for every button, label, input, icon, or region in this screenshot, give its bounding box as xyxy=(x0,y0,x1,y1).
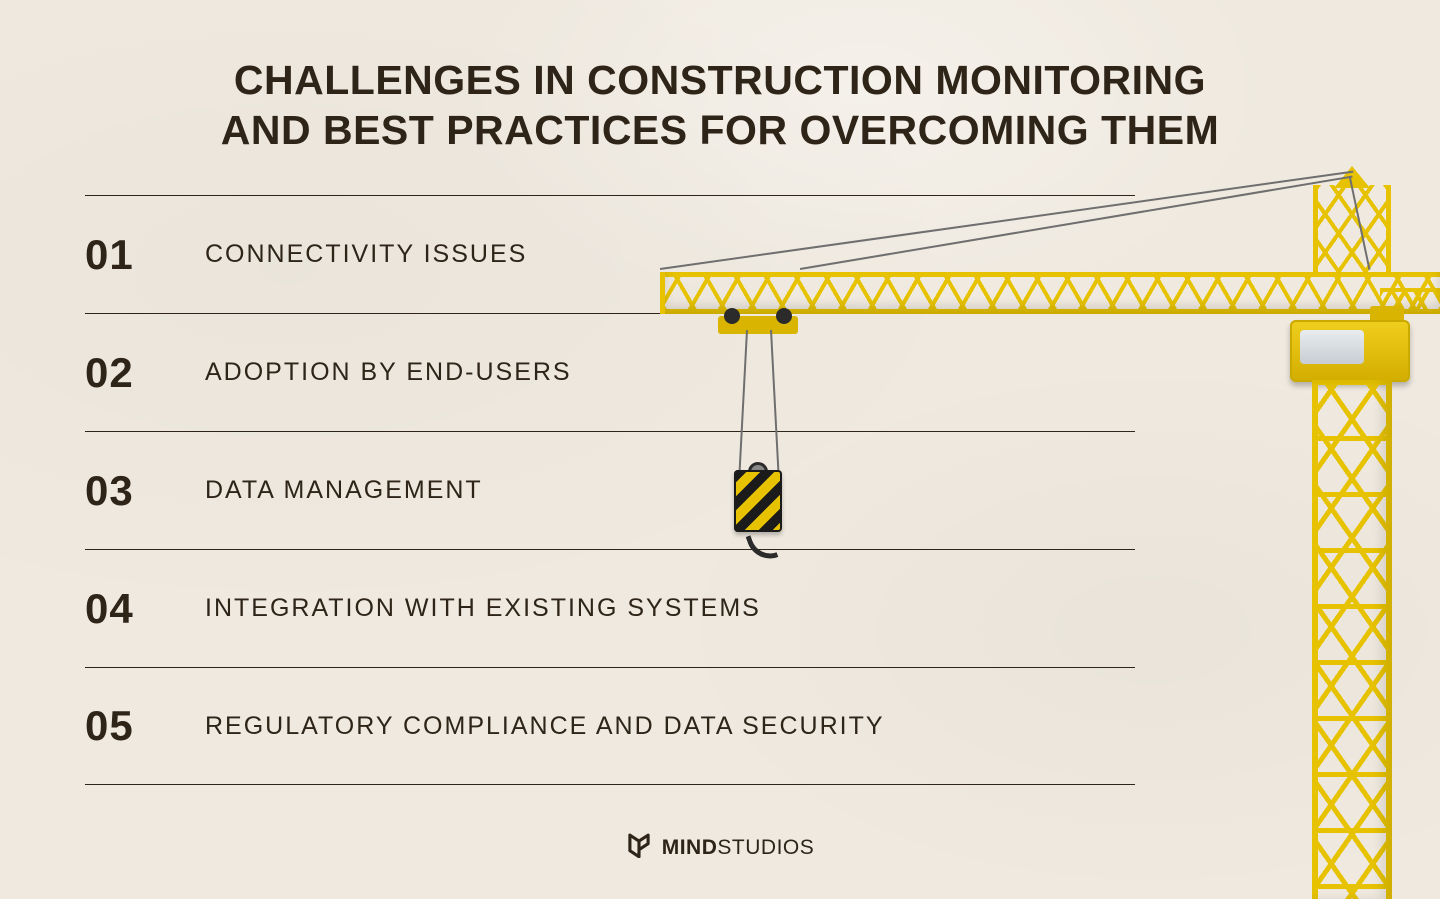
item-label: INTEGRATION WITH EXISTING SYSTEMS xyxy=(205,594,761,623)
challenges-list: 01 CONNECTIVITY ISSUES 02 ADOPTION BY EN… xyxy=(85,195,1135,785)
crane-apex-icon xyxy=(1334,166,1370,188)
item-label: CONNECTIVITY ISSUES xyxy=(205,240,527,269)
crane-cab xyxy=(1290,320,1410,382)
brand-footer: MINDSTUDIOS xyxy=(0,832,1440,863)
crane-counter-jib xyxy=(1380,288,1440,314)
item-number: 02 xyxy=(85,349,205,397)
brand-thin: STUDIOS xyxy=(717,836,814,859)
item-label: ADOPTION BY END-USERS xyxy=(205,358,572,387)
list-item: 05 REGULATORY COMPLIANCE AND DATA SECURI… xyxy=(85,667,1135,785)
item-label: REGULATORY COMPLIANCE AND DATA SECURITY xyxy=(205,712,885,741)
item-number: 01 xyxy=(85,231,205,279)
brand-bold: MIND xyxy=(662,836,718,859)
crane-cable xyxy=(1349,177,1370,270)
list-item: 02 ADOPTION BY END-USERS xyxy=(85,313,1135,431)
brand-name: MINDSTUDIOS xyxy=(662,836,815,860)
crane-apex-mast xyxy=(1313,185,1391,277)
item-number: 05 xyxy=(85,702,205,750)
title-line-1: CHALLENGES IN CONSTRUCTION MONITORING xyxy=(234,57,1206,103)
list-item: 03 DATA MANAGEMENT xyxy=(85,431,1135,549)
title-line-2: AND BEST PRACTICES FOR OVERCOMING THEM xyxy=(221,107,1219,153)
list-item: 01 CONNECTIVITY ISSUES xyxy=(85,195,1135,313)
crane-tower xyxy=(1312,380,1392,899)
brand-logo-icon xyxy=(626,832,652,863)
item-number: 04 xyxy=(85,585,205,633)
page-title: CHALLENGES IN CONSTRUCTION MONITORING AN… xyxy=(85,55,1355,155)
list-item: 04 INTEGRATION WITH EXISTING SYSTEMS xyxy=(85,549,1135,667)
item-label: DATA MANAGEMENT xyxy=(205,476,483,505)
item-number: 03 xyxy=(85,467,205,515)
